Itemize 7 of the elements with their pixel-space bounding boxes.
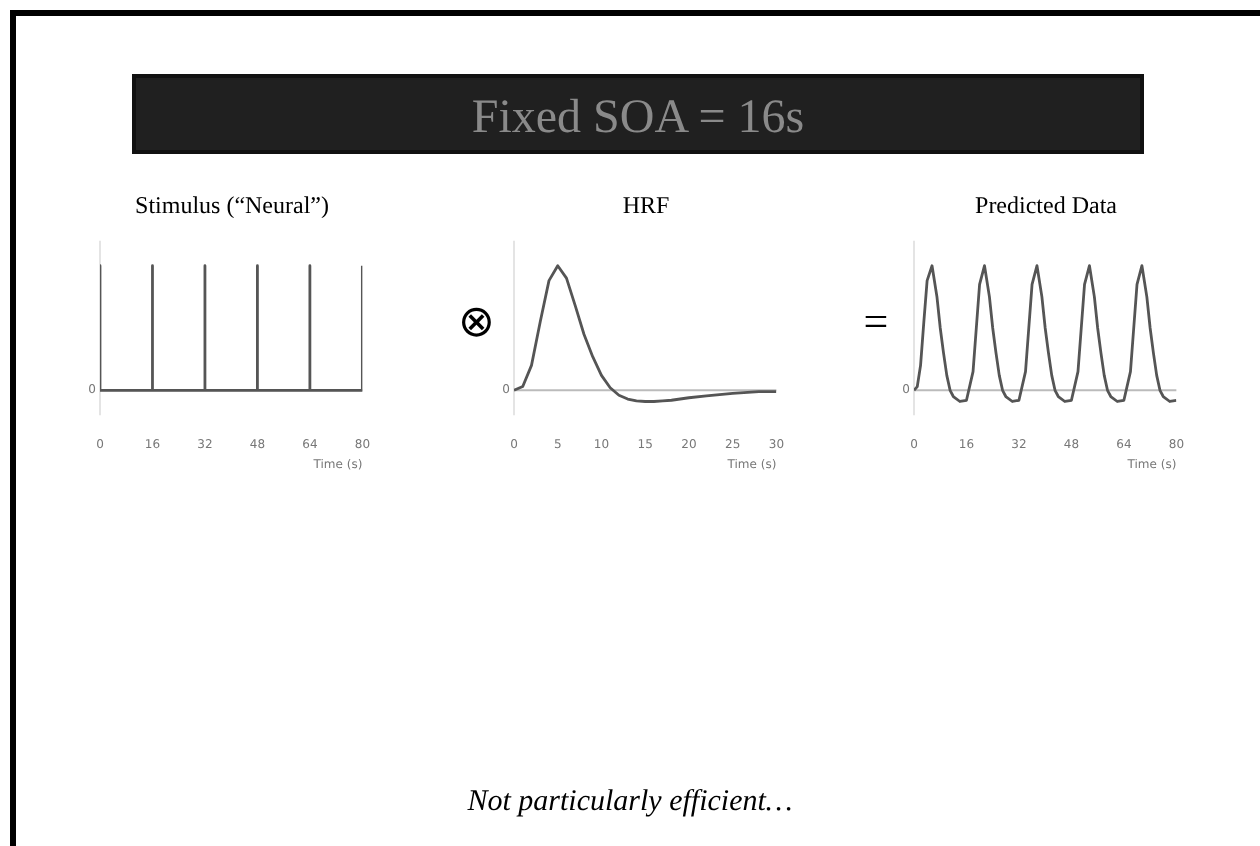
text: Not particularly efficient… (465, 784, 795, 822)
chart-title: Predicted Data (975, 190, 1119, 219)
chart-title: Stimulus (“Neural”) (135, 190, 329, 219)
text: Fixed SOA = 16s (132, 74, 1144, 154)
text: ⊗ (456, 294, 496, 350)
chart-title: HRF (622, 190, 670, 219)
text: = (861, 294, 891, 350)
